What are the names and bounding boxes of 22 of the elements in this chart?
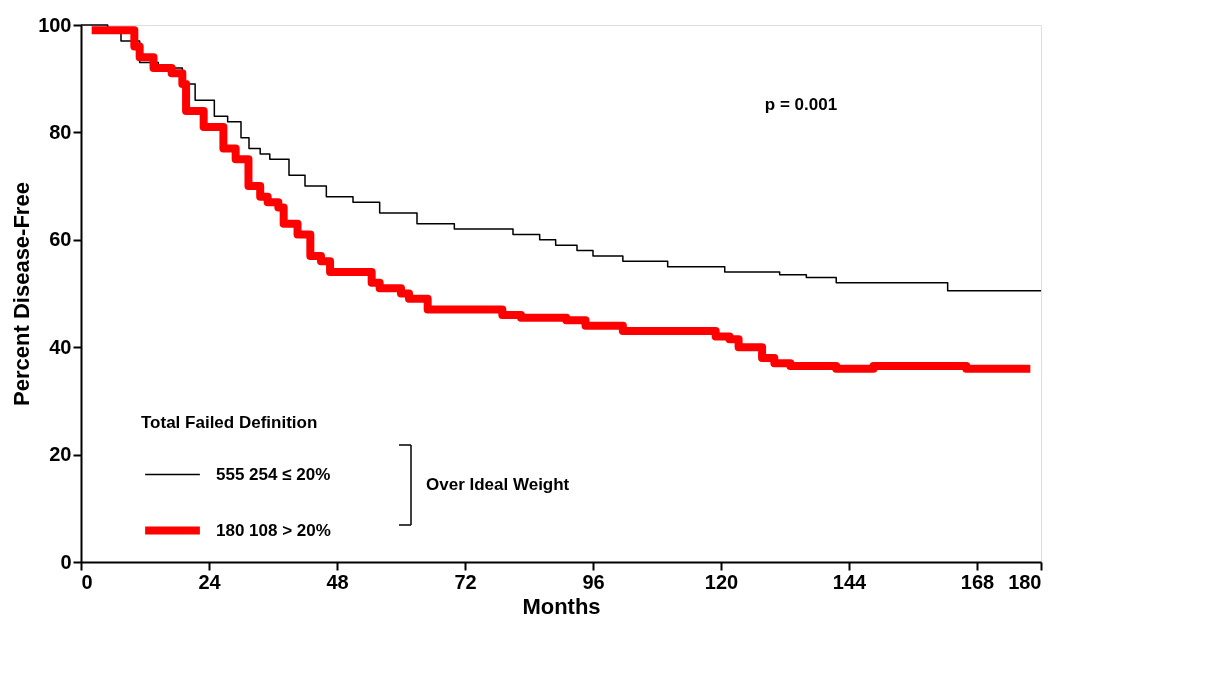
y-tick-label: 20 <box>49 443 72 466</box>
y-tick-label: 100 <box>38 13 72 36</box>
annotation: Over Ideal Weight <box>426 475 570 494</box>
y-tick-label: 60 <box>49 228 72 251</box>
x-tick-label: 48 <box>326 570 349 593</box>
legend-label: 555 254 ≤ 20% <box>216 464 331 484</box>
y-tick-label: 80 <box>49 120 72 143</box>
x-tick-label: 96 <box>582 570 605 593</box>
x-tick-label: 72 <box>454 570 477 593</box>
x-tick-label: 24 <box>198 570 222 593</box>
y-tick-label: 0 <box>60 550 72 573</box>
legend-label: 180 108 > 20% <box>216 520 331 540</box>
x-tick-label: 120 <box>704 570 739 593</box>
x-tick-label: 180 <box>1008 570 1042 593</box>
annotation: p = 0.001 <box>764 95 838 114</box>
y-axis-title: Percent Disease-Free <box>9 182 35 406</box>
x-axis-title: Months <box>522 593 601 619</box>
y-tick-label: 40 <box>49 335 72 358</box>
legend-title: Total Failed Definition <box>141 413 318 432</box>
x-tick-label: 144 <box>832 570 868 593</box>
x-tick-label: 168 <box>960 570 995 593</box>
x-tick-label: 0 <box>81 570 93 593</box>
